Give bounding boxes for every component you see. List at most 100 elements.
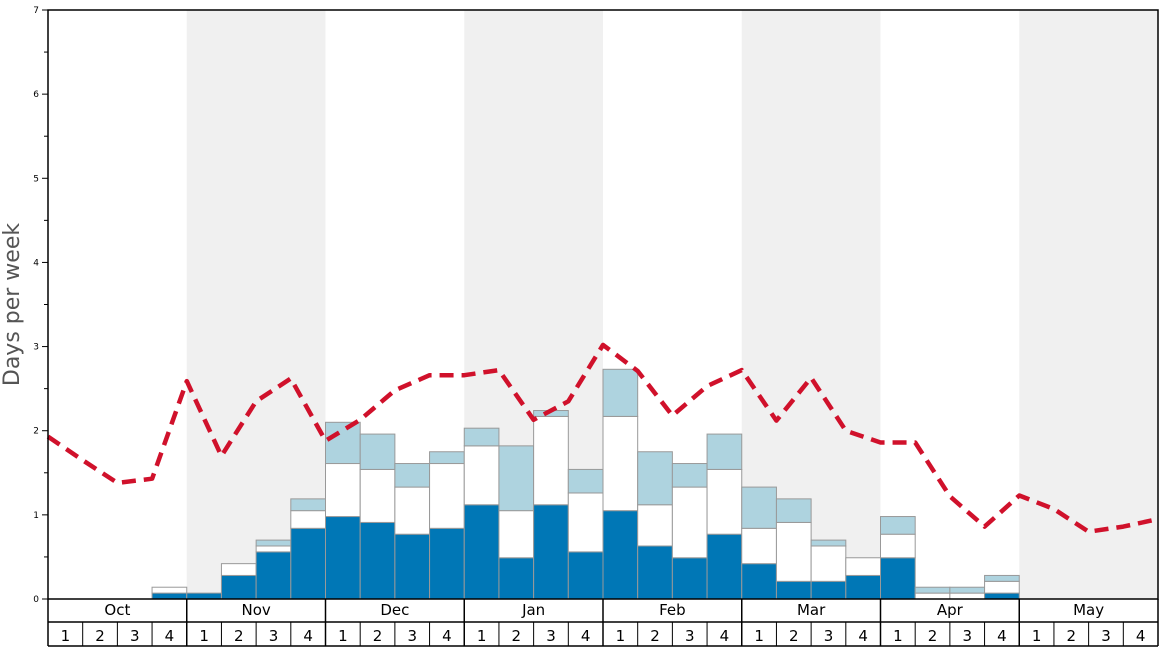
week-label: 1 (477, 627, 487, 645)
bar-top (359, 433, 396, 470)
bar-top (290, 498, 326, 512)
bar-middle (671, 486, 708, 559)
week-label: 2 (1067, 627, 1077, 645)
week-label: 4 (581, 627, 591, 645)
line-series (46, 342, 1159, 534)
bar-middle (290, 510, 326, 529)
bar-middle (810, 545, 847, 582)
bar-middle (706, 468, 743, 535)
bar-middle (394, 486, 431, 535)
week-label: 3 (407, 627, 417, 645)
bar-series (151, 368, 1020, 600)
bar-top (429, 451, 465, 465)
bar-bottom (602, 510, 639, 600)
week-label: 2 (373, 627, 383, 645)
bar-top (706, 433, 743, 470)
month-bands (186, 10, 1158, 599)
bar-bottom (671, 557, 708, 600)
bar-middle (845, 557, 881, 576)
bar-bottom (290, 527, 326, 600)
bar-middle (880, 533, 916, 559)
bar-bottom (394, 533, 431, 600)
bar-top (255, 539, 292, 547)
bar-top (741, 486, 777, 529)
bar-bottom (186, 592, 222, 600)
bar-middle (775, 521, 812, 582)
month-label-oct: Oct (104, 601, 130, 619)
week-label: 1 (61, 627, 71, 645)
bar-bottom (220, 574, 257, 600)
week-label: 4 (442, 627, 452, 645)
y-axis-label: Days per week (0, 223, 25, 386)
week-label: 3 (269, 627, 279, 645)
bar-bottom (741, 563, 777, 600)
bar-bottom (984, 592, 1020, 600)
bar-top (463, 427, 500, 447)
bar-middle (463, 445, 500, 506)
bar-bottom (325, 516, 361, 600)
y-tick-label: 2 (33, 427, 39, 437)
bar-top (567, 468, 604, 494)
week-label: 1 (754, 627, 764, 645)
bar-middle (602, 415, 639, 512)
week-label: 3 (130, 627, 140, 645)
bar-middle (914, 592, 951, 600)
week-label: 3 (962, 627, 972, 645)
week-label: 2 (512, 627, 522, 645)
week-label: 1 (338, 627, 348, 645)
y-tick-label: 5 (33, 174, 39, 184)
week-label: 4 (858, 627, 868, 645)
week-label: 1 (1032, 627, 1042, 645)
month-label-apr: Apr (937, 601, 964, 619)
week-label: 4 (165, 627, 175, 645)
month-label-dec: Dec (380, 601, 409, 619)
bar-middle (359, 468, 396, 523)
bar-top (671, 463, 708, 488)
y-tick-label: 3 (33, 343, 39, 353)
bar-bottom (533, 504, 569, 600)
bar-middle (220, 563, 257, 576)
month-label-mar: Mar (797, 601, 826, 619)
bar-top (949, 586, 986, 594)
month-label-nov: Nov (241, 601, 270, 619)
bar-top (880, 516, 916, 535)
bar-top (775, 498, 812, 523)
bar-top (637, 451, 673, 506)
week-label: 1 (616, 627, 626, 645)
week-label: 4 (997, 627, 1007, 645)
bar-bottom (845, 574, 881, 600)
month-label-feb: Feb (659, 601, 686, 619)
week-label: 2 (95, 627, 105, 645)
y-tick-label: 4 (33, 258, 39, 268)
month-label-may: May (1073, 601, 1104, 619)
week-label: 3 (546, 627, 556, 645)
bar-bottom (359, 521, 396, 600)
bar-middle (498, 510, 535, 559)
bar-top (914, 586, 951, 594)
bar-bottom (637, 545, 673, 600)
y-axis: 0 1 2 3 4 5 6 7 (33, 6, 48, 605)
bar-middle (637, 504, 673, 547)
bar-middle (325, 463, 361, 518)
week-label: 1 (199, 627, 209, 645)
bar-bottom (775, 580, 812, 600)
week-label: 3 (1101, 627, 1111, 645)
bar-top (810, 539, 847, 547)
bar-bottom (498, 557, 535, 600)
bar-middle (255, 545, 292, 553)
bar-middle (429, 463, 465, 529)
week-label: 2 (234, 627, 244, 645)
week-label: 4 (303, 627, 313, 645)
bar-bottom (151, 592, 188, 600)
week-label: 3 (685, 627, 695, 645)
week-label: 1 (893, 627, 903, 645)
bar-middle (151, 586, 188, 594)
bar-middle (533, 415, 569, 506)
month-label-jan: Jan (521, 601, 545, 619)
bar-bottom (706, 533, 743, 600)
bar-bottom (255, 551, 292, 600)
y-tick-label: 6 (33, 90, 39, 100)
bar-top (394, 463, 431, 488)
week-label: 2 (928, 627, 938, 645)
